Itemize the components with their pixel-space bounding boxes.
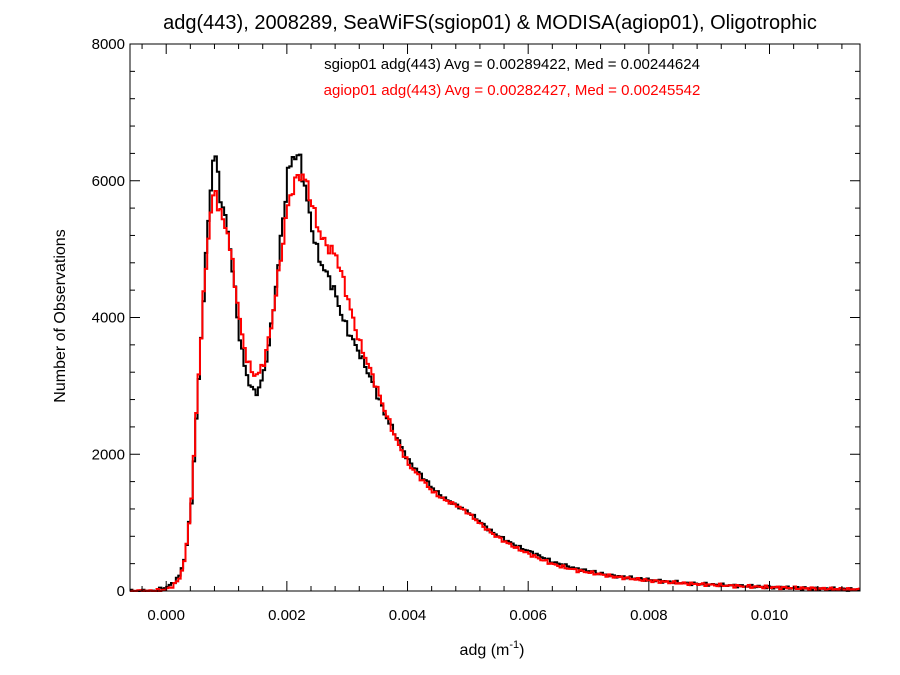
annotation-agiop01: agiop01 adg(443) Avg = 0.00282427, Med =…	[324, 82, 701, 99]
annotation-sgiop01: sgiop01 adg(443) Avg = 0.00289422, Med =…	[324, 56, 700, 73]
series-line-sgiop01	[130, 153, 860, 592]
x-tick-label: 0.006	[509, 607, 547, 624]
x-tick-label: 0.004	[389, 607, 427, 624]
x-tick-label: 0.002	[268, 607, 306, 624]
x-axis-label: adg (m-1)	[460, 639, 525, 659]
y-tick-label: 6000	[92, 173, 125, 190]
x-axis-label-main: adg (m	[460, 642, 510, 659]
y-tick-label: 4000	[92, 310, 125, 327]
x-axis-label-close: )	[519, 642, 524, 659]
y-tick-label: 0	[117, 583, 125, 600]
series-line-agiop01	[130, 173, 860, 592]
x-tick-label: 0.000	[147, 607, 185, 624]
y-axis-label: Number of Observations	[52, 229, 69, 402]
ticks-layer: 0.000 0.002 0.004 0.006 0.008 0.010 0 2000 4000 6…	[92, 36, 860, 624]
x-tick-label: 0.008	[630, 607, 668, 624]
series-layer	[130, 153, 860, 592]
y-tick-label: 2000	[92, 446, 125, 463]
x-axis-label-sup: -1	[509, 639, 519, 651]
x-tick-label: 0.010	[751, 607, 789, 624]
chart-title: adg(443), 2008289, SeaWiFS(sgiop01) & MO…	[163, 12, 817, 34]
y-tick-label: 8000	[92, 36, 125, 53]
